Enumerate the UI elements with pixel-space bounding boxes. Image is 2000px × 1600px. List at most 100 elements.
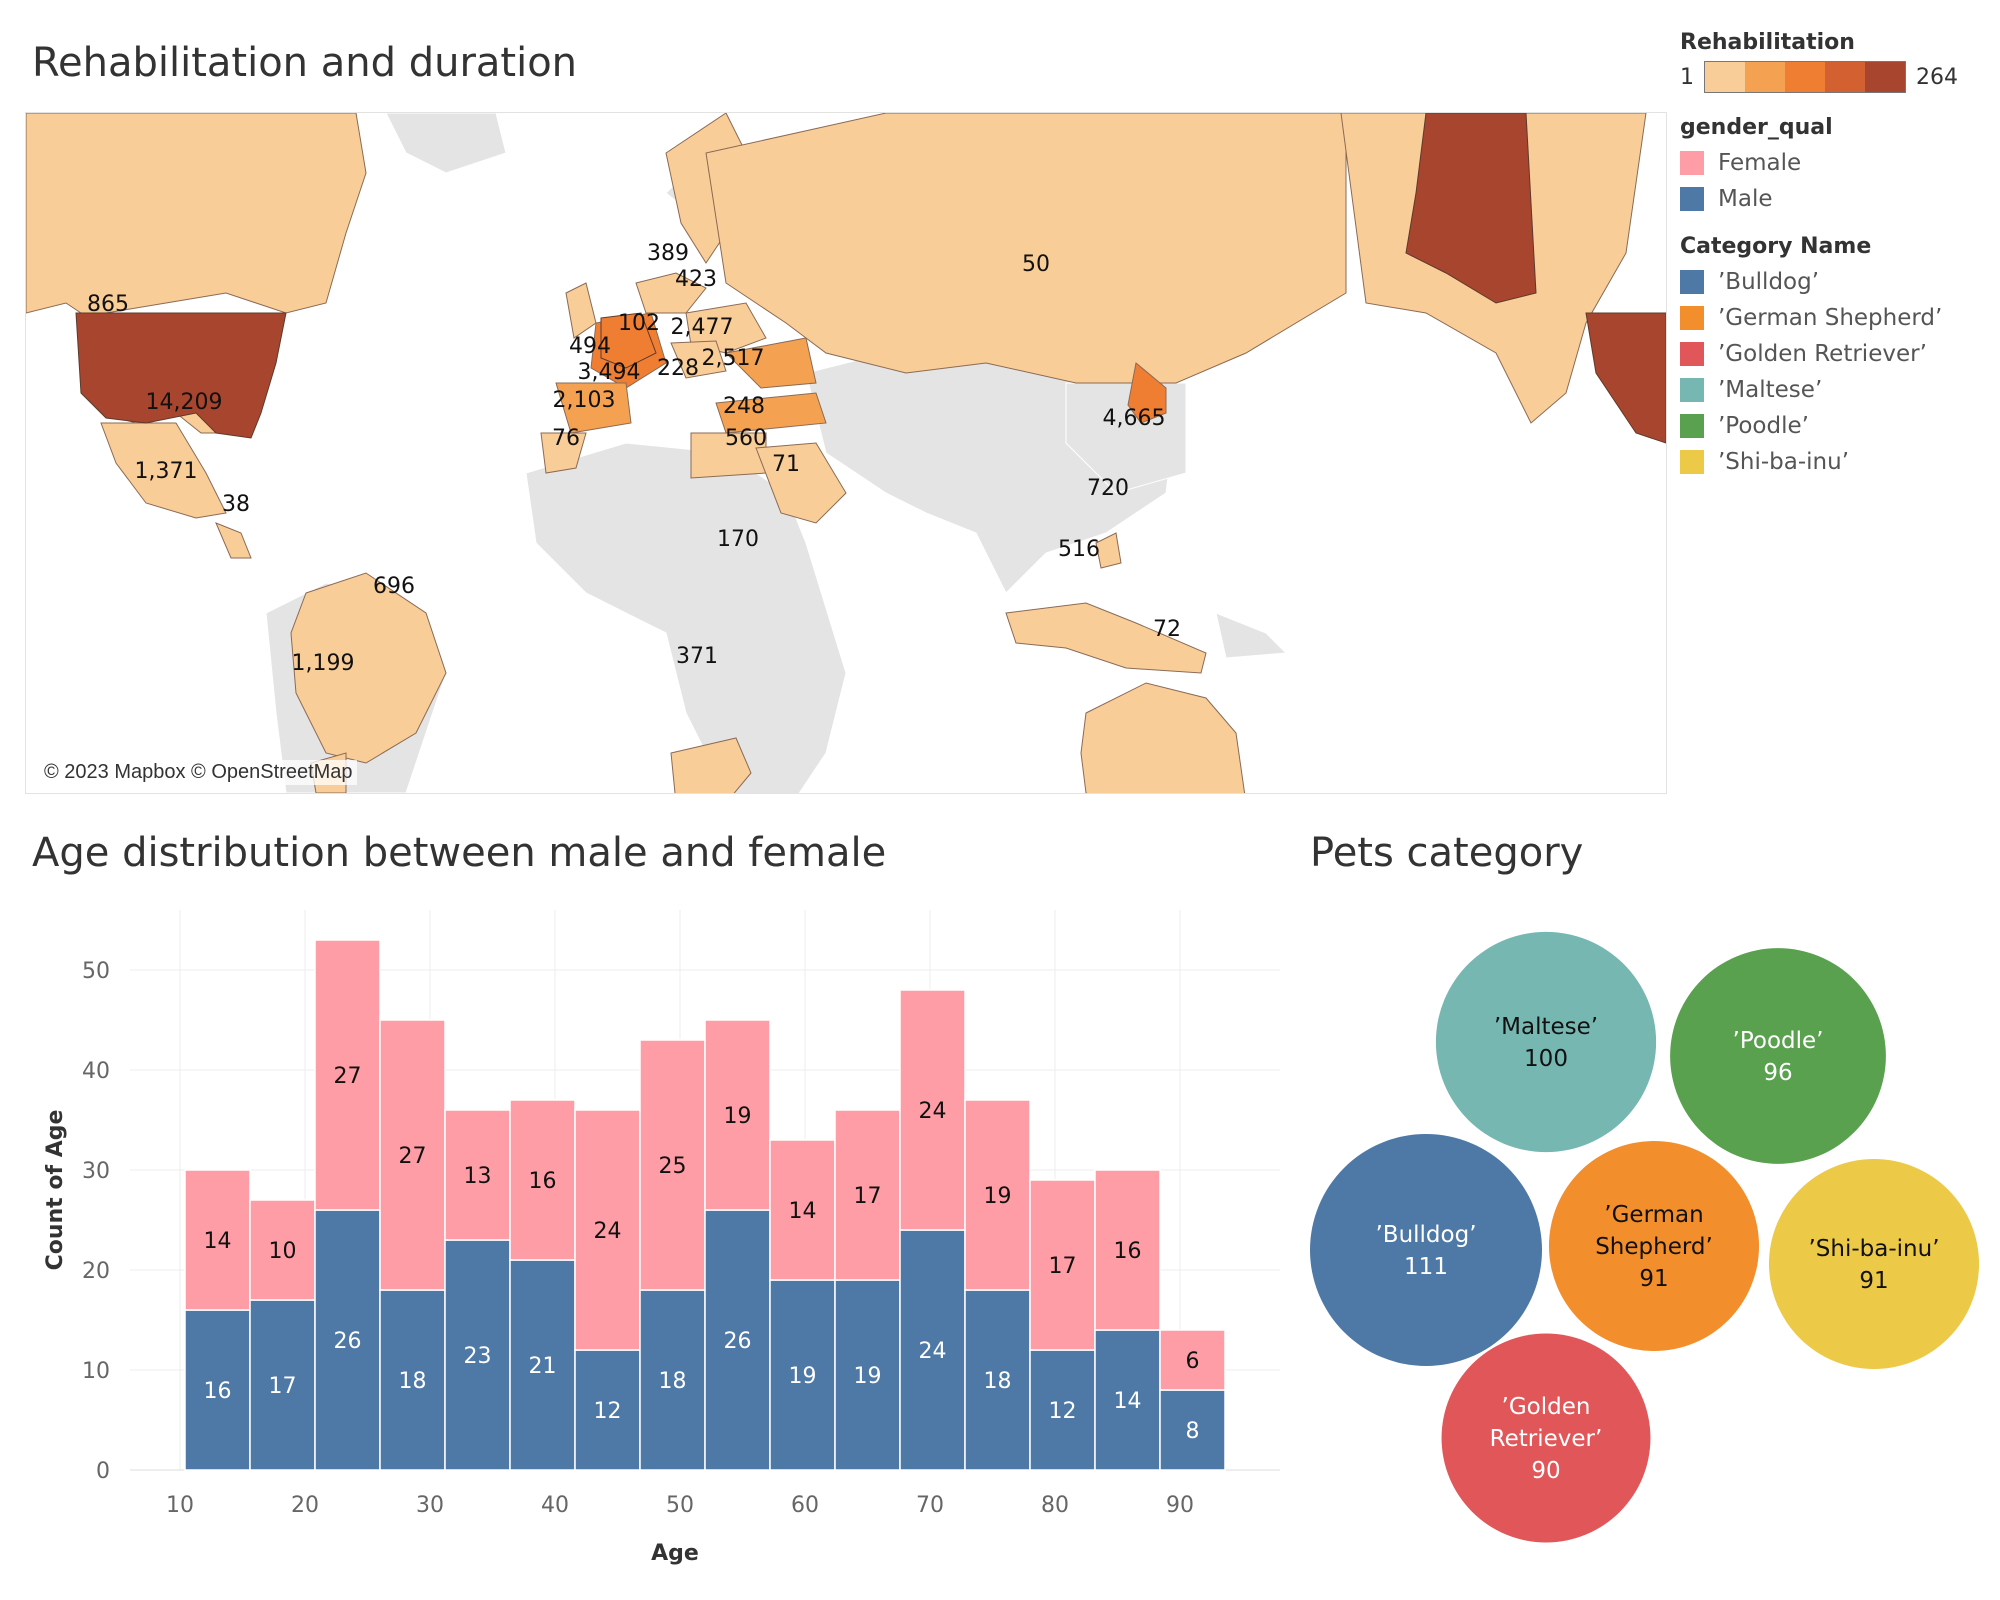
austria-shape [670,340,727,379]
female-bar[interactable] [379,1019,446,1291]
y-tick-label: 30 [82,1159,110,1184]
female-bar[interactable] [574,1109,641,1351]
gradient-step [1745,62,1785,92]
category-bubble[interactable] [1441,1333,1651,1543]
female-value-label: 10 [269,1239,297,1264]
female-bar[interactable] [704,1019,771,1211]
map-value-label: 71 [772,452,800,477]
world-map[interactable]: 865 14,209 1,371 38 696 1,199 389 423 102 2,477 49… [25,112,1667,794]
male-value-label: 18 [399,1369,427,1394]
female-bar[interactable] [1159,1329,1226,1391]
female-value-label: 6 [1186,1349,1200,1374]
rehabilitation-legend-title: Rehabilitation [1680,30,1855,55]
male-value-label: 18 [659,1369,687,1394]
female-bar[interactable] [964,1099,1031,1291]
legend-label: ’Golden Retriever’ [1718,341,1927,367]
female-bar[interactable] [184,1169,251,1311]
male-bar[interactable] [704,1209,771,1471]
male-bar[interactable] [1159,1389,1226,1471]
x-tick-label: 60 [791,1493,819,1518]
category-legend-item[interactable]: ’Maltese’ [1680,377,1990,403]
category-legend-item[interactable]: ’Poodle’ [1680,413,1990,439]
female-bar[interactable] [444,1109,511,1241]
male-bar[interactable] [314,1209,381,1471]
female-bar[interactable] [1094,1169,1161,1331]
bubble-label: ’Maltese’ 100 [1494,1014,1598,1072]
gradient-bar [1704,61,1906,93]
map-value-label: 423 [675,267,717,292]
age-histogram[interactable]: 0 10 20 30 40 50 10 20 30 40 50 60 70 80 90 16 14 17 10 26 2… [30,890,1290,1580]
x-tick-label: 90 [1166,1493,1194,1518]
category-bubble[interactable] [1310,1134,1542,1366]
female-bar[interactable] [314,939,381,1211]
female-bar[interactable] [899,989,966,1231]
male-bar[interactable] [1029,1349,1096,1471]
x-tick-label: 10 [166,1493,194,1518]
usa-main-shape [75,312,287,439]
legend-label: ’Poodle’ [1718,413,1809,439]
canada-shape [26,113,367,314]
category-legend-item[interactable]: ’Bulldog’ [1680,269,1990,295]
map-value-label: 1,199 [292,651,355,676]
romania-shape [724,337,817,389]
category-legend-item[interactable]: ’German Shepherd’ [1680,305,1990,331]
male-bar[interactable] [639,1289,706,1471]
male-bar[interactable] [834,1279,901,1471]
female-value-label: 19 [724,1104,752,1129]
y-tick-label: 0 [96,1459,110,1484]
category-bubble[interactable] [1670,948,1886,1164]
map-value-label: 102 [618,311,660,336]
gender-legend-title: gender_qual [1680,115,1833,140]
brazil-shape [290,572,447,764]
high-value-countries [75,113,1666,444]
gender-legend: gender_qual Female Male [1680,115,1990,212]
category-legend-item[interactable]: ’Golden Retriever’ [1680,341,1990,367]
gradient-step [1785,62,1825,92]
gender-legend-item[interactable]: Female [1680,150,1990,176]
new-guinea-shape [1215,612,1288,659]
female-bar[interactable] [249,1199,316,1301]
female-value-label: 17 [1049,1254,1077,1279]
female-bar[interactable] [509,1099,576,1261]
x-tick-label: 30 [416,1493,444,1518]
gender-legend-item[interactable]: Male [1680,186,1990,212]
male-bar[interactable] [379,1289,446,1471]
map-attribution[interactable]: © 2023 Mapbox © OpenStreetMap [40,760,357,785]
legend-swatch [1680,151,1704,175]
rehabilitation-gradient[interactable]: 1 264 [1680,61,1990,93]
female-value-label: 27 [399,1144,427,1169]
histogram-title: Age distribution between male and female [32,830,887,876]
male-value-label: 19 [789,1364,817,1389]
legend-label: Female [1718,150,1802,176]
male-value-label: 19 [854,1364,882,1389]
female-value-label: 14 [789,1199,817,1224]
usa-east-shape [1585,312,1666,444]
map-value-label: 865 [87,292,129,317]
alaska-shape [1405,113,1537,304]
male-bar[interactable] [899,1229,966,1471]
male-bar[interactable] [769,1279,836,1471]
x-tick-label: 40 [541,1493,569,1518]
map-value-label: 2,477 [671,315,734,340]
pets-bubble-chart[interactable]: ’Maltese’ 100 ’Poodle’ 96 ’Bulldog’ 111 ’Germa… [1290,900,1990,1580]
category-legend-item[interactable]: ’Shi-ba-inu’ [1680,449,1990,475]
category-bubble[interactable] [1548,1140,1760,1352]
y-tick-label: 40 [82,1059,110,1084]
male-bar[interactable] [964,1289,1031,1471]
map-value-label: 1,371 [135,459,198,484]
map-value-label: 76 [552,426,580,451]
male-bar[interactable] [249,1299,316,1471]
map-value-label: 4,665 [1103,406,1166,431]
female-value-label: 19 [984,1184,1012,1209]
greenland-shape [385,113,507,174]
female-bar[interactable] [639,1039,706,1291]
x-tick-label: 20 [291,1493,319,1518]
australia-shape [1080,682,1246,793]
map-value-label: 50 [1022,252,1050,277]
male-bar[interactable] [509,1259,576,1471]
category-bubble[interactable] [1435,931,1657,1153]
category-bubble[interactable] [1768,1158,1980,1370]
map-value-label: 38 [222,492,250,517]
gradient-step [1865,62,1905,92]
